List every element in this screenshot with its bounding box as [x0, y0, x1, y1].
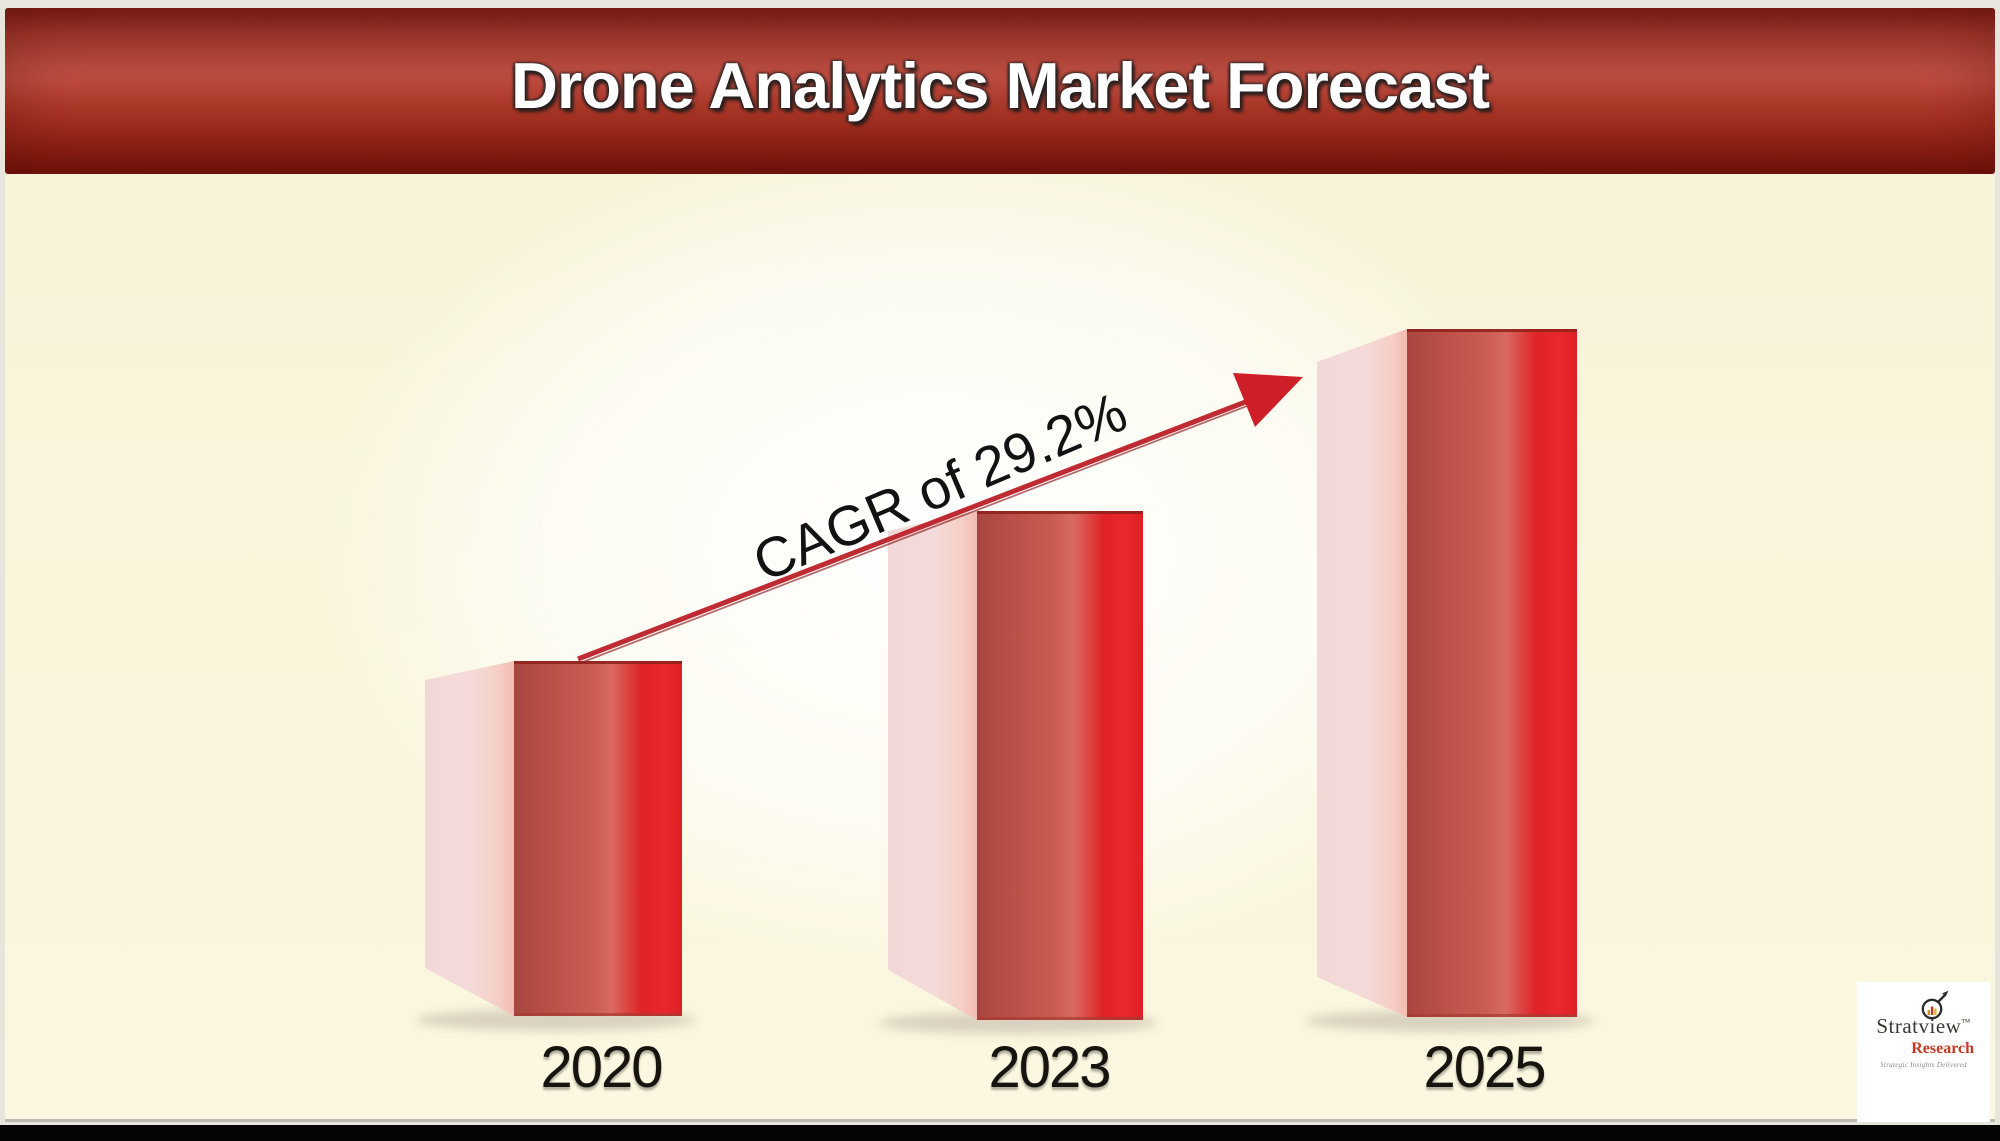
bar-2025	[1305, 329, 1595, 1032]
growth-arrow-shaft	[577, 398, 1249, 662]
title-banner: Drone Analytics Market Forecast	[5, 8, 1995, 174]
chart-title: Drone Analytics Market Forecast	[510, 49, 1490, 122]
x-label-2025: 2025	[1423, 1035, 1546, 1100]
bar-2020-front-face	[514, 661, 682, 1016]
bottom-bar	[0, 1125, 2000, 1141]
x-label-2023: 2023	[988, 1035, 1111, 1100]
bar-2023	[878, 511, 1158, 1034]
logo-brand-part2: ew	[1935, 1014, 1962, 1038]
magnifier-chart-icon	[1921, 990, 1948, 1020]
logo-tm: ™	[1961, 1017, 1971, 1027]
stratview-logo: Stratvi ew™ Research Strategic Insights …	[1857, 982, 1990, 1122]
bar-2025-front-face	[1407, 329, 1577, 1017]
bar-2020-side-face	[425, 661, 514, 1016]
growth-arrow	[577, 373, 1303, 665]
logo-brand-i: i	[1921, 990, 1948, 1039]
logo-brand-line: Stratvi ew™	[1857, 990, 1990, 1039]
logo-brand-part1: Stratv	[1876, 1014, 1930, 1038]
x-label-2020: 2020	[540, 1035, 663, 1100]
bar-2020	[416, 661, 696, 1031]
growth-arrowhead-icon	[1233, 373, 1303, 427]
growth-arrow-shaft-shadow	[578, 405, 1248, 665]
logo-tagline: Strategic Insights Delivered	[1880, 1061, 1967, 1069]
logo-research-line: Research	[1911, 1040, 1974, 1057]
bar-2025-side-face	[1317, 329, 1407, 1017]
bar-2023-front-face	[977, 511, 1143, 1020]
bar-2023-side-face	[888, 511, 977, 1020]
